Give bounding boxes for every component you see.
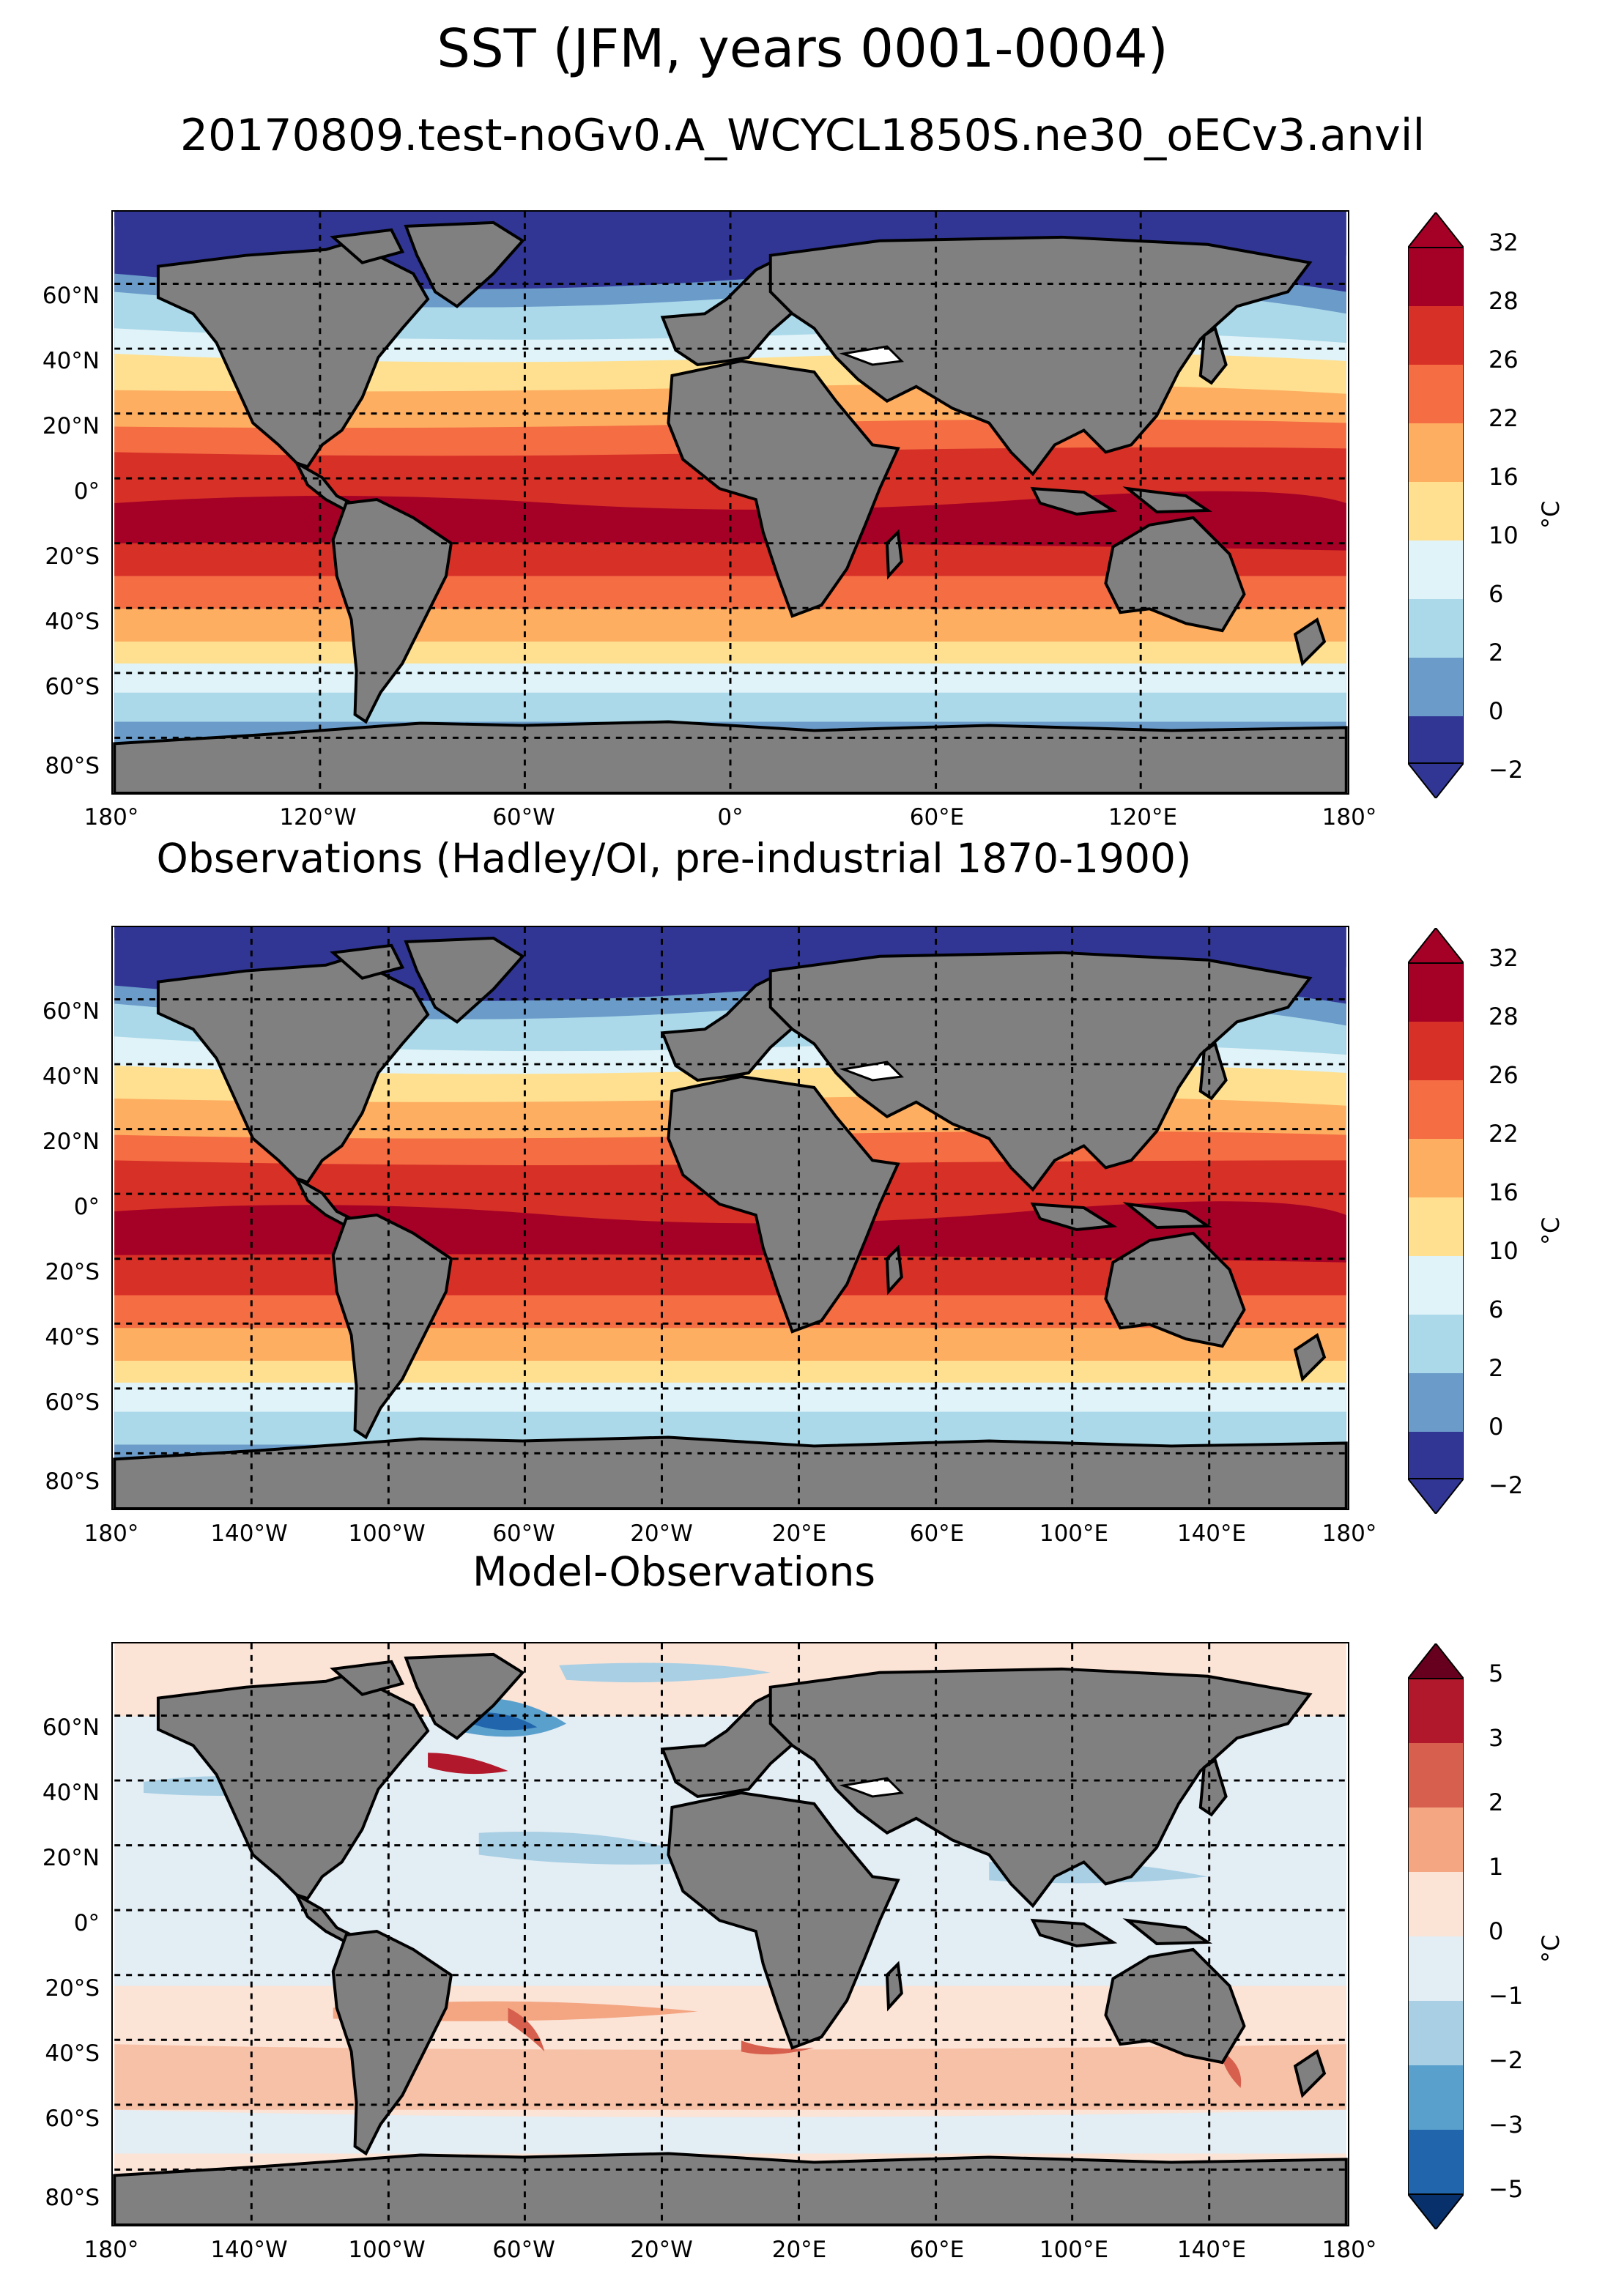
colorbar-tick: −2 [1489, 1471, 1524, 1499]
colorbar-tick: 2 [1489, 639, 1504, 666]
lon-label: 60°E [909, 804, 965, 831]
lat-label: 40°S [45, 1324, 100, 1351]
lon-label: 20°W [630, 1520, 693, 1547]
lat-label: 60°N [42, 1714, 100, 1741]
lon-label: 100°W [348, 2237, 426, 2263]
model-colorbar [1408, 212, 1464, 798]
colorbar-tick: −1 [1489, 1982, 1524, 2010]
lon-label: 120°W [279, 804, 357, 831]
colorbar-unit: °C [1537, 1216, 1565, 1245]
colorbar-tick: 22 [1489, 404, 1519, 432]
lon-label: 60°W [492, 804, 555, 831]
lon-label: 60°E [909, 2237, 965, 2263]
colorbar-tick: 28 [1489, 287, 1519, 315]
obs-colorbar [1408, 928, 1464, 1514]
lon-label: 20°W [630, 2237, 693, 2263]
lon-label: 140°E [1176, 1520, 1247, 1547]
colorbar-tick: 2 [1489, 1354, 1504, 1382]
colorbar-tick: 2 [1489, 1788, 1504, 1816]
lat-label: 80°S [45, 753, 100, 779]
colorbar-tick: 6 [1489, 580, 1504, 608]
colorbar-tick: −5 [1489, 2175, 1524, 2203]
model-sst-map [111, 210, 1349, 795]
lon-label: 140°W [210, 1520, 288, 1547]
lat-label: 20°N [42, 1845, 100, 1871]
lat-label: 80°S [45, 2185, 100, 2211]
lon-label: 100°W [348, 1520, 426, 1547]
colorbar-tick: 32 [1489, 229, 1519, 256]
lat-label: 40°S [45, 609, 100, 635]
diff-colorbar [1408, 1643, 1464, 2229]
colorbar-tick: 1 [1489, 1853, 1504, 1881]
colorbar-tick: 16 [1489, 1178, 1519, 1206]
colorbar-tick: 26 [1489, 346, 1519, 374]
lat-label: 20°S [45, 1975, 100, 2002]
lat-label: 40°N [42, 348, 100, 374]
lat-label: 60°S [45, 1389, 100, 1416]
obs-sst-map [111, 926, 1349, 1510]
colorbar-tick: 16 [1489, 463, 1519, 491]
lon-label: 60°W [492, 1520, 555, 1547]
lon-label: 140°W [210, 2237, 288, 2263]
lat-label: 60°S [45, 674, 100, 700]
colorbar-unit: °C [1537, 500, 1565, 529]
colorbar-tick: 10 [1489, 1237, 1519, 1265]
colorbar-tick: 28 [1489, 1003, 1519, 1030]
colorbar-tick: −3 [1489, 2111, 1524, 2139]
lat-label: 60°S [45, 2106, 100, 2132]
diff-panel-title: Model-Observations [472, 1548, 876, 1595]
colorbar-tick: 32 [1489, 944, 1519, 972]
lat-label: 20°N [42, 413, 100, 439]
lat-label: 40°S [45, 2040, 100, 2067]
lon-label: 140°E [1176, 2237, 1247, 2263]
lon-label: 180° [1322, 1520, 1377, 1547]
lon-label: 120°E [1108, 804, 1178, 831]
lon-label: 20°E [771, 2237, 827, 2263]
lon-label: 100°E [1039, 1520, 1109, 1547]
colorbar-tick: 6 [1489, 1296, 1504, 1323]
lon-label: 100°E [1039, 2237, 1109, 2263]
lon-label: 180° [1322, 804, 1377, 831]
lat-label: 60°N [42, 998, 100, 1025]
colorbar-tick: 26 [1489, 1061, 1519, 1089]
lat-label: 60°N [42, 283, 100, 309]
colorbar-tick: 5 [1489, 1660, 1504, 1687]
lat-label: 0° [73, 1194, 100, 1220]
lon-label: 180° [84, 804, 139, 831]
lat-label: 20°S [45, 1259, 100, 1285]
lon-label: 20°E [771, 1520, 827, 1547]
colorbar-tick: −2 [1489, 756, 1524, 784]
lat-label: 0° [73, 478, 100, 505]
colorbar-tick: 22 [1489, 1120, 1519, 1148]
colorbar-tick: 0 [1489, 1917, 1504, 1945]
colorbar-tick: −2 [1489, 2046, 1524, 2074]
figure-subtitle: 20170809.test-noGv0.A_WCYCL1850S.ne30_oE… [179, 110, 1426, 161]
lon-label: 0° [717, 804, 744, 831]
lat-label: 0° [73, 1910, 100, 1936]
figure-title: SST (JFM, years 0001-0004) [437, 18, 1168, 79]
colorbar-tick: 3 [1489, 1724, 1504, 1752]
lon-label: 60°W [492, 2237, 555, 2263]
colorbar-unit: °C [1537, 1934, 1565, 1963]
lat-label: 80°S [45, 1468, 100, 1495]
lat-label: 40°N [42, 1780, 100, 1806]
lon-label: 60°E [909, 1520, 965, 1547]
lon-label: 180° [84, 1520, 139, 1547]
colorbar-tick: 10 [1489, 521, 1519, 549]
lon-label: 180° [84, 2237, 139, 2263]
obs-panel-title: Observations (Hadley/OI, pre-industrial … [156, 835, 1192, 882]
lon-label: 180° [1322, 2237, 1377, 2263]
diff-sst-map [111, 1642, 1349, 2226]
lat-label: 40°N [42, 1063, 100, 1090]
lat-label: 20°N [42, 1129, 100, 1155]
colorbar-tick: 0 [1489, 1413, 1504, 1441]
colorbar-tick: 0 [1489, 697, 1504, 725]
lat-label: 20°S [45, 543, 100, 570]
